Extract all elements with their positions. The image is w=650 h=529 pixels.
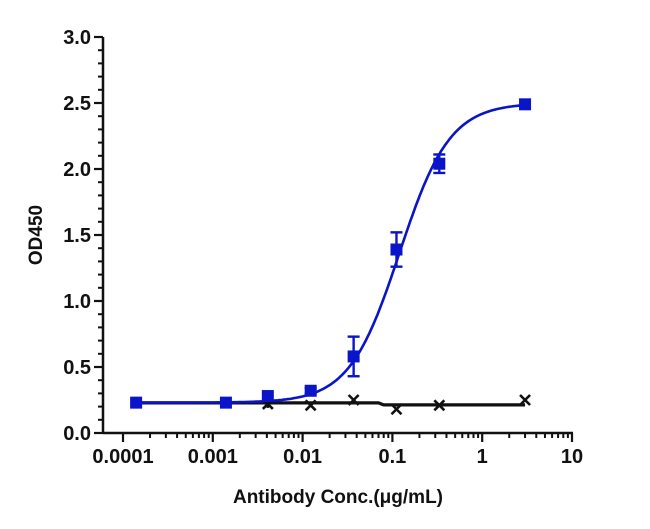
control-point-x-marker xyxy=(433,399,446,412)
antibody-point-square-marker xyxy=(347,335,360,378)
series-layer xyxy=(130,98,532,416)
antibody-fit-curve xyxy=(136,103,526,404)
y-tick-label: 3.0 xyxy=(63,27,91,49)
y-tick-label: 0.5 xyxy=(63,357,91,379)
x-tick-label: 0.0001 xyxy=(92,446,153,468)
x-axis-title: Antibody Conc.(μg/mL) xyxy=(233,487,443,508)
control-point-x-marker xyxy=(347,394,360,406)
antibody-point-square-marker xyxy=(390,231,403,268)
x-axis: 0.0001 0.001 0.01 0.1 1 10 xyxy=(92,431,583,468)
y-tick-label: 0.0 xyxy=(63,423,91,445)
antibody-point-square-marker xyxy=(130,396,143,409)
x-tick-label: 0.1 xyxy=(378,446,406,468)
y-axis-title: OD450 xyxy=(26,205,47,265)
control-fit-line xyxy=(136,401,526,407)
y-tick-label: 1.0 xyxy=(63,291,91,313)
x-tick-label: 0.001 xyxy=(188,446,238,468)
antibody-point-square-marker xyxy=(433,153,446,175)
y-tick-label: 2.5 xyxy=(63,93,91,115)
antibody-point-square-marker xyxy=(261,390,274,403)
control-point-x-marker xyxy=(304,399,317,412)
antibody-point-square-marker xyxy=(519,98,532,111)
antibody-point-square-marker xyxy=(304,384,317,397)
x-tick-label: 0.01 xyxy=(283,446,322,468)
x-tick-label: 10 xyxy=(561,446,583,468)
y-axis: 0.0 0.5 1.0 1.5 2.0 2.5 3.0 xyxy=(63,27,105,445)
antibody-point-square-marker xyxy=(219,396,232,409)
control-point-x-marker xyxy=(519,394,531,406)
control-point-x-marker xyxy=(390,403,403,416)
y-tick-label: 2.0 xyxy=(63,159,91,181)
x-tick-label: 1 xyxy=(477,446,488,468)
y-tick-label: 1.5 xyxy=(63,225,91,247)
